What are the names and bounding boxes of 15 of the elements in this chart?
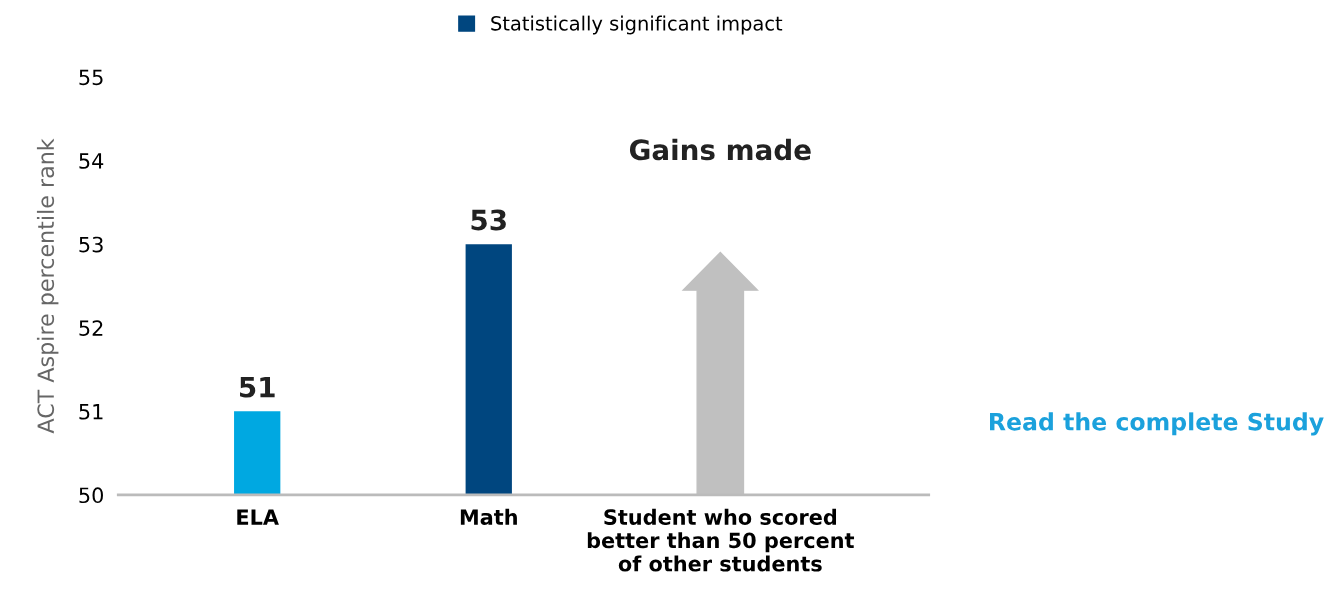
x-tick-label: Math xyxy=(460,508,517,525)
y-tick-label: 54 xyxy=(79,153,104,169)
data-label: 53 xyxy=(471,209,506,231)
y-tick-label: 55 xyxy=(79,69,103,86)
y-tick-label: 50 xyxy=(79,487,103,504)
x-tick-label: ELA xyxy=(237,509,279,525)
y-tick-label: 53 xyxy=(79,236,103,253)
x-tick-label: Student who scored better than 50 percent of other students xyxy=(587,508,855,572)
text: Read the complete Study xyxy=(990,412,1324,436)
annotation: Gains made xyxy=(629,138,811,161)
legend-label: Statistically significant impact xyxy=(491,15,783,35)
y-tick-label: 52 xyxy=(79,320,103,336)
y-axis-title: ACT Aspire percentile rank xyxy=(36,138,59,434)
data-label: 51 xyxy=(240,376,275,398)
y-tick-label: 51 xyxy=(79,404,103,420)
